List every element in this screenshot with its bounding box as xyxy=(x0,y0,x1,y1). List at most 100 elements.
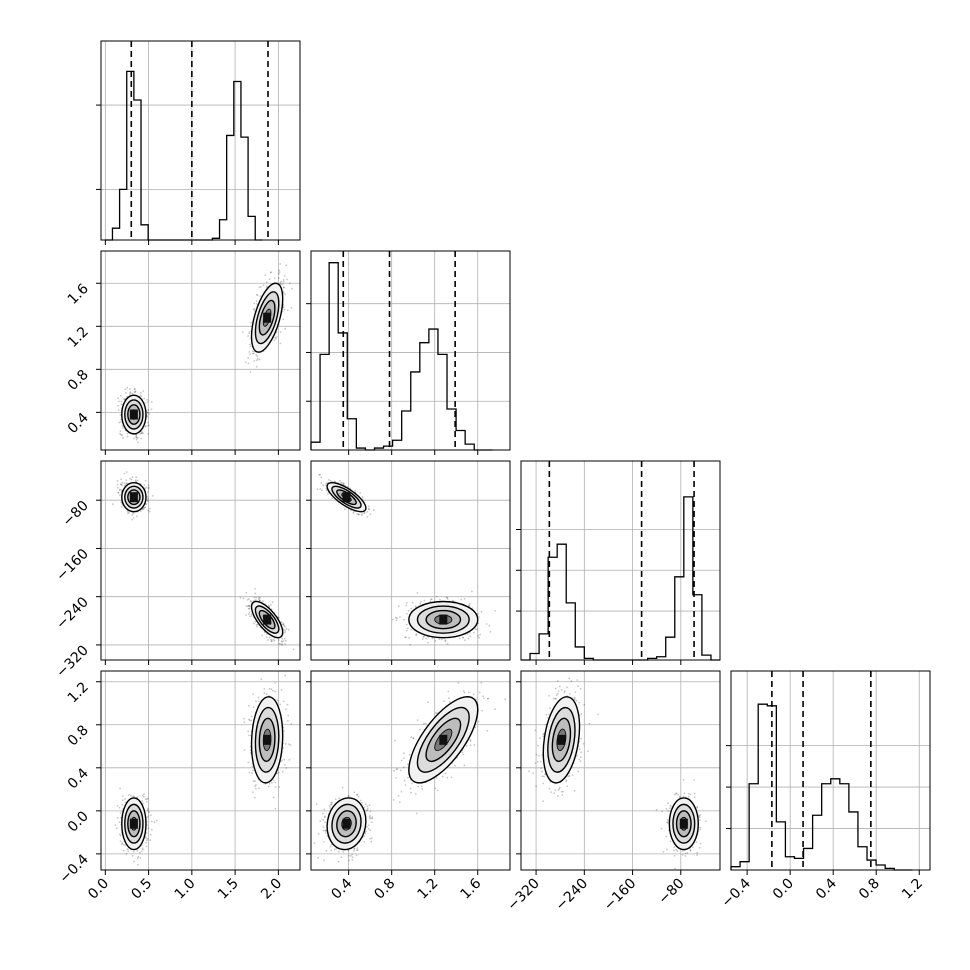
sample-point xyxy=(270,640,273,642)
sample-point xyxy=(141,432,143,435)
sample-point xyxy=(249,345,252,348)
sample-point xyxy=(121,842,124,845)
sample-point xyxy=(259,286,262,288)
sample-point xyxy=(248,598,250,600)
sample-point xyxy=(406,629,408,632)
sample-point xyxy=(130,794,132,797)
sample-point xyxy=(415,634,418,636)
sample-point xyxy=(274,337,277,340)
sample-point xyxy=(363,512,365,514)
sample-point xyxy=(126,482,129,485)
sample-point xyxy=(273,339,276,342)
sample-point xyxy=(119,432,121,435)
histogram-panel-2 xyxy=(516,460,721,661)
sample-point xyxy=(286,278,288,281)
sample-point xyxy=(438,638,441,640)
sample-point xyxy=(277,616,280,619)
sample-point xyxy=(119,395,122,397)
sample-point xyxy=(119,483,122,486)
sample-point xyxy=(148,486,150,489)
sample-point xyxy=(367,505,370,508)
sample-point xyxy=(134,390,137,393)
sample-point xyxy=(352,510,355,513)
sample-point xyxy=(119,812,122,814)
sample-point xyxy=(469,602,471,605)
sample-point xyxy=(249,615,251,618)
sample-point xyxy=(463,598,466,600)
sample-point xyxy=(254,588,256,590)
sample-point xyxy=(434,639,437,642)
sample-point xyxy=(252,352,255,355)
sample-point xyxy=(467,637,470,640)
sample-point xyxy=(117,491,119,494)
sample-point xyxy=(120,506,123,508)
sample-point xyxy=(361,514,363,517)
sample-point xyxy=(116,486,119,489)
sample-point xyxy=(291,287,293,290)
sample-point xyxy=(121,484,123,487)
sample-point xyxy=(282,286,285,289)
sample-point xyxy=(320,482,323,484)
sample-point xyxy=(118,421,121,424)
sample-point xyxy=(134,480,137,483)
sample-point xyxy=(122,437,124,439)
sample-point xyxy=(466,632,469,635)
sample-point xyxy=(329,479,332,482)
sample-point xyxy=(133,391,136,394)
sample-point xyxy=(254,599,257,601)
sample-point xyxy=(135,437,138,439)
sample-point xyxy=(408,636,410,639)
sample-point xyxy=(431,637,434,640)
sample-point xyxy=(135,434,138,437)
sample-point xyxy=(283,628,286,631)
sample-point xyxy=(150,408,153,411)
sample-point xyxy=(135,435,138,438)
sample-point xyxy=(147,809,149,811)
sample-point xyxy=(147,797,149,800)
sample-point xyxy=(474,628,477,631)
sample-point xyxy=(279,642,281,645)
sample-point xyxy=(430,598,433,600)
sample-point xyxy=(280,621,283,623)
sample-point xyxy=(444,640,447,642)
sample-point xyxy=(280,643,283,645)
sample-point xyxy=(282,292,285,294)
sample-point xyxy=(270,638,272,641)
sample-point xyxy=(480,610,483,613)
sample-point xyxy=(258,286,261,288)
sample-point xyxy=(146,798,148,801)
sample-point xyxy=(248,604,250,607)
sample-point xyxy=(125,482,128,485)
sample-point xyxy=(406,627,409,630)
sample-point xyxy=(423,599,426,602)
sample-point xyxy=(275,336,278,338)
sample-point xyxy=(282,623,284,626)
sample-point xyxy=(254,620,257,623)
sample-point xyxy=(123,843,125,846)
sample-point xyxy=(118,806,121,809)
sample-point xyxy=(405,604,407,607)
sample-point xyxy=(126,432,129,435)
sample-point xyxy=(118,400,120,403)
sample-point xyxy=(366,511,369,513)
sample-point xyxy=(359,492,362,494)
sample-point xyxy=(119,494,121,497)
histogram-2 xyxy=(521,496,720,661)
sample-point xyxy=(250,613,253,615)
sample-point xyxy=(249,353,252,355)
sample-point xyxy=(140,432,143,435)
sample-point xyxy=(405,623,408,626)
sample-point xyxy=(373,509,375,511)
sample-point xyxy=(464,639,466,642)
sample-point xyxy=(414,605,417,608)
sample-point xyxy=(268,278,271,281)
sample-point xyxy=(131,513,134,516)
sample-point xyxy=(321,489,323,492)
sample-point xyxy=(404,636,406,639)
sample-point xyxy=(489,630,492,633)
sample-point xyxy=(116,483,119,486)
sample-point xyxy=(271,601,274,604)
histogram-frame xyxy=(730,670,931,871)
sample-point xyxy=(131,476,134,479)
sample-point xyxy=(129,388,131,390)
